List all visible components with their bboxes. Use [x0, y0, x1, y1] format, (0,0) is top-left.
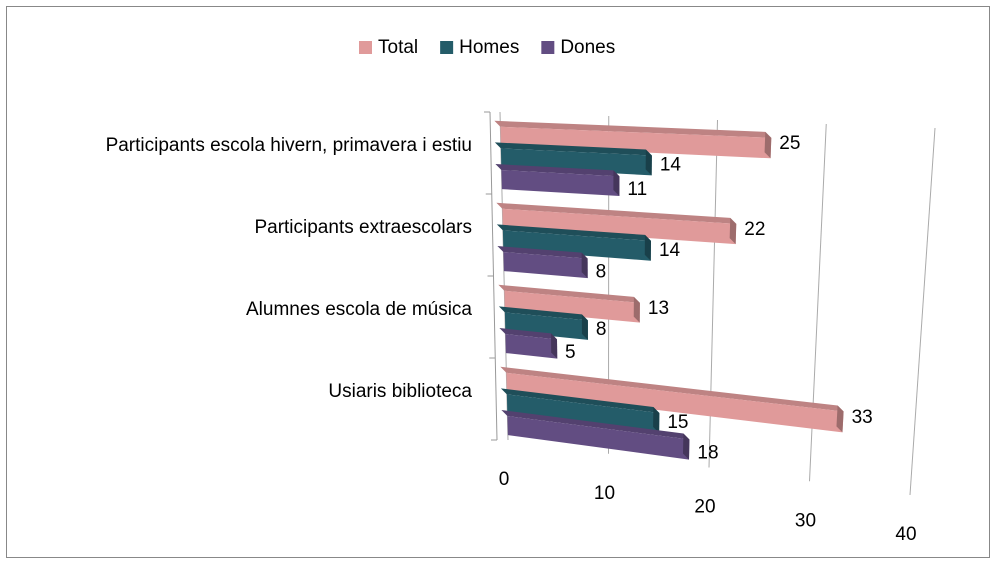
bar-face: [613, 170, 620, 197]
value-label: 15: [667, 412, 688, 433]
category-label: Participants escola hivern, primavera i …: [105, 135, 472, 157]
bar: [494, 120, 772, 159]
bar-face: [494, 120, 772, 138]
grid-line: [909, 127, 936, 496]
bar-face: [645, 149, 652, 176]
bar-face: [502, 208, 737, 245]
category-label: Usiaris biblioteca: [328, 381, 472, 403]
bar-face: [653, 407, 660, 433]
value-label: 11: [627, 179, 647, 200]
bar: [497, 246, 588, 279]
bar: [499, 328, 558, 359]
bar-face: [497, 246, 588, 259]
bar-face: [499, 328, 557, 340]
bar-face: [501, 410, 690, 440]
x-tick-label: 10: [594, 483, 615, 504]
bar-face: [498, 306, 588, 321]
bar: [496, 202, 737, 245]
bar-face: [494, 142, 652, 156]
value-label: 18: [697, 443, 718, 464]
bar-face: [633, 296, 640, 323]
x-tick-label: 0: [499, 469, 510, 490]
legend-swatch: [359, 41, 372, 54]
bar-face: [506, 394, 660, 433]
bar: [500, 388, 660, 433]
value-label: 33: [852, 407, 873, 428]
bar-face: [507, 416, 690, 460]
x-tick-label: 30: [795, 510, 816, 531]
bar-face: [505, 334, 558, 359]
legend-label: Homes: [459, 37, 519, 58]
bar-face: [644, 234, 651, 261]
legend-label: Dones: [560, 37, 615, 58]
bar-face: [498, 284, 640, 303]
bar-face: [503, 252, 588, 279]
bar-face: [550, 333, 558, 359]
bar-face: [729, 217, 737, 245]
bar-face: [500, 126, 772, 159]
bar-face: [500, 388, 660, 414]
bar-face: [502, 230, 651, 261]
bar: [495, 164, 620, 197]
bar: [501, 410, 690, 460]
chart-border: [6, 6, 990, 558]
category-label: Alumnes escola de música: [246, 299, 472, 321]
bar-face: [581, 314, 588, 340]
bar: [500, 366, 844, 433]
legend-swatch: [541, 41, 555, 54]
bar-face: [581, 252, 588, 279]
bar-face: [504, 290, 640, 323]
bar-face: [506, 372, 844, 433]
value-label: 13: [648, 298, 669, 319]
value-label: 22: [744, 219, 765, 240]
value-label: 8: [596, 261, 607, 282]
value-label: 14: [660, 154, 682, 175]
legend-label: Total: [378, 37, 418, 58]
bar-face: [496, 224, 651, 241]
bar-face: [500, 366, 844, 412]
value-label: 25: [779, 133, 800, 154]
bar-face: [683, 433, 690, 460]
x-tick-label: 20: [694, 497, 715, 518]
value-label: 8: [596, 319, 607, 340]
bar-face: [495, 164, 620, 177]
category-label: Participants extraescolars: [254, 217, 472, 239]
bar-face: [501, 170, 620, 197]
value-label: 14: [659, 240, 681, 261]
bar: [498, 284, 640, 323]
bar-face: [836, 405, 844, 433]
bar-face: [764, 131, 772, 159]
value-label: 5: [565, 342, 576, 363]
bar: [496, 224, 651, 261]
bar-face: [496, 202, 737, 224]
legend-swatch: [440, 41, 454, 54]
x-tick-label: 40: [895, 524, 916, 545]
